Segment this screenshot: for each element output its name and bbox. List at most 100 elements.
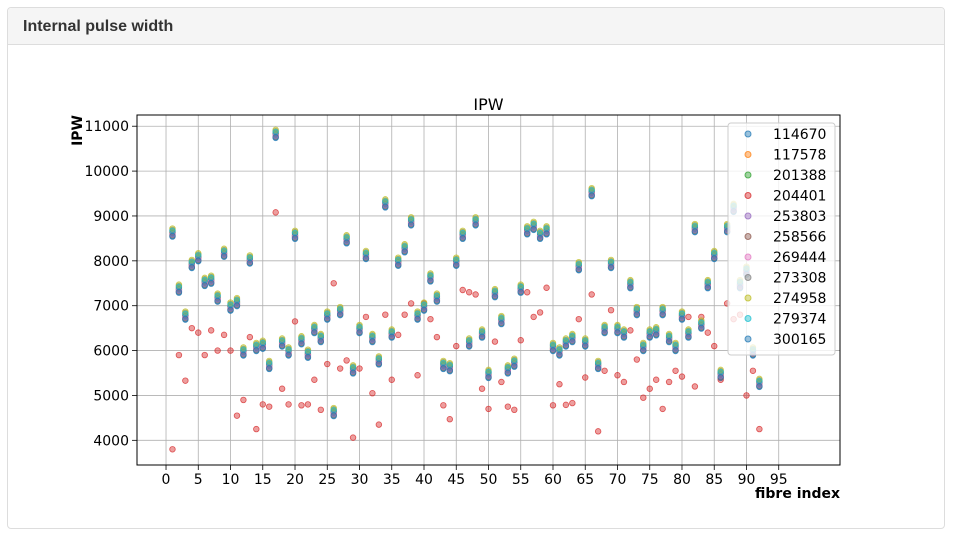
data-point-300165 xyxy=(440,365,447,372)
data-point-204401 xyxy=(485,405,492,413)
data-point-274958 xyxy=(691,220,699,228)
data-point-204401 xyxy=(259,401,266,408)
data-point-274958 xyxy=(459,227,466,234)
data-point-279374 xyxy=(336,306,344,313)
data-point-279374 xyxy=(498,315,505,322)
data-points xyxy=(169,126,763,453)
data-point-300165 xyxy=(214,297,221,305)
data-point-274958 xyxy=(414,308,421,315)
data-point-279374 xyxy=(562,337,570,344)
x-tick-label: 90 xyxy=(738,472,756,488)
data-point-204401 xyxy=(446,416,454,423)
data-point-274958 xyxy=(575,258,582,266)
data-point-300165 xyxy=(266,365,273,372)
data-point-279374 xyxy=(556,346,563,353)
data-point-300165 xyxy=(401,248,408,255)
data-point-279374 xyxy=(530,220,537,228)
legend-label: 269444 xyxy=(773,250,827,266)
data-point-279374 xyxy=(246,254,254,261)
data-point-300165 xyxy=(382,203,389,210)
data-point-274958 xyxy=(433,290,441,297)
data-point-274958 xyxy=(614,321,621,329)
data-point-279374 xyxy=(672,341,679,349)
data-point-300165 xyxy=(756,383,763,390)
data-point-300165 xyxy=(569,338,576,345)
data-point-204401 xyxy=(330,280,337,287)
data-point-300165 xyxy=(575,266,582,273)
data-point-274958 xyxy=(240,344,247,351)
data-point-300165 xyxy=(207,279,215,287)
data-point-279374 xyxy=(704,279,711,286)
legend-marker-117578 xyxy=(744,151,752,158)
x-axis-label: fibre index xyxy=(755,486,840,502)
y-tick-label: 10000 xyxy=(84,164,129,180)
legend-marker-258566 xyxy=(744,233,752,240)
legend-box xyxy=(727,122,836,356)
data-point-204401 xyxy=(640,394,647,401)
data-point-204401 xyxy=(349,434,357,441)
data-point-204401 xyxy=(453,342,460,350)
data-point-204401 xyxy=(324,360,331,368)
data-point-279374 xyxy=(485,368,492,376)
data-point-279374 xyxy=(523,225,531,232)
data-point-279374 xyxy=(446,362,454,369)
data-point-279374 xyxy=(278,337,286,344)
data-point-204401 xyxy=(195,329,202,336)
data-point-279374 xyxy=(717,368,724,376)
data-point-279374 xyxy=(453,256,460,264)
data-point-300165 xyxy=(652,331,660,338)
data-point-274958 xyxy=(330,404,337,412)
legend-marker-201388 xyxy=(744,171,752,179)
x-axis: 0 5 10 15 20 25 30 35 40 45 50 55 60 65 70 75 80 85 90 95 xyxy=(162,465,788,488)
data-point-204401 xyxy=(646,385,653,392)
data-point-274958 xyxy=(175,281,183,288)
data-point-279374 xyxy=(652,326,660,333)
y-tick-label: 9000 xyxy=(93,209,129,225)
data-point-274958 xyxy=(214,290,221,297)
data-point-279374 xyxy=(543,225,550,232)
data-point-204401 xyxy=(652,376,660,383)
data-point-204401 xyxy=(607,306,615,314)
data-point-279374 xyxy=(698,319,705,326)
data-point-279374 xyxy=(395,256,402,264)
data-point-204401 xyxy=(440,402,447,409)
data-point-279374 xyxy=(285,346,292,353)
data-point-279374 xyxy=(214,292,221,300)
data-point-279374 xyxy=(478,328,486,335)
data-point-279374 xyxy=(588,187,595,194)
data-point-279374 xyxy=(504,364,512,371)
data-point-274958 xyxy=(427,270,434,277)
data-point-204401 xyxy=(433,333,441,341)
data-point-274958 xyxy=(253,339,260,347)
data-point-274958 xyxy=(182,308,189,315)
x-tick-label: 30 xyxy=(351,472,369,488)
data-point-300165 xyxy=(446,367,454,374)
legend-label: 273308 xyxy=(773,271,826,287)
data-point-279374 xyxy=(665,333,673,340)
data-point-300165 xyxy=(562,342,570,350)
data-point-204401 xyxy=(336,365,344,372)
data-point-204401 xyxy=(188,324,196,332)
x-tick-label: 95 xyxy=(770,472,788,488)
data-point-204401 xyxy=(214,347,221,354)
data-point-274958 xyxy=(311,321,318,329)
data-point-279374 xyxy=(253,341,260,349)
data-point-204401 xyxy=(536,309,544,316)
data-point-300165 xyxy=(711,255,718,262)
data-point-279374 xyxy=(233,297,241,304)
data-point-300165 xyxy=(298,340,305,347)
data-point-204401 xyxy=(233,412,241,419)
legend: 114670 117578 201388 204401 253803 258566 2694… xyxy=(727,122,836,356)
data-point-274958 xyxy=(485,366,492,374)
data-point-279374 xyxy=(272,128,279,136)
data-point-300165 xyxy=(246,259,254,267)
data-point-204401 xyxy=(472,291,479,298)
data-point-204401 xyxy=(711,342,718,350)
data-point-279374 xyxy=(427,272,434,279)
data-point-274958 xyxy=(717,366,724,374)
data-point-204401 xyxy=(169,446,176,453)
data-point-300165 xyxy=(285,351,292,359)
x-tick-label: 75 xyxy=(641,472,659,488)
data-point-300165 xyxy=(582,342,589,350)
